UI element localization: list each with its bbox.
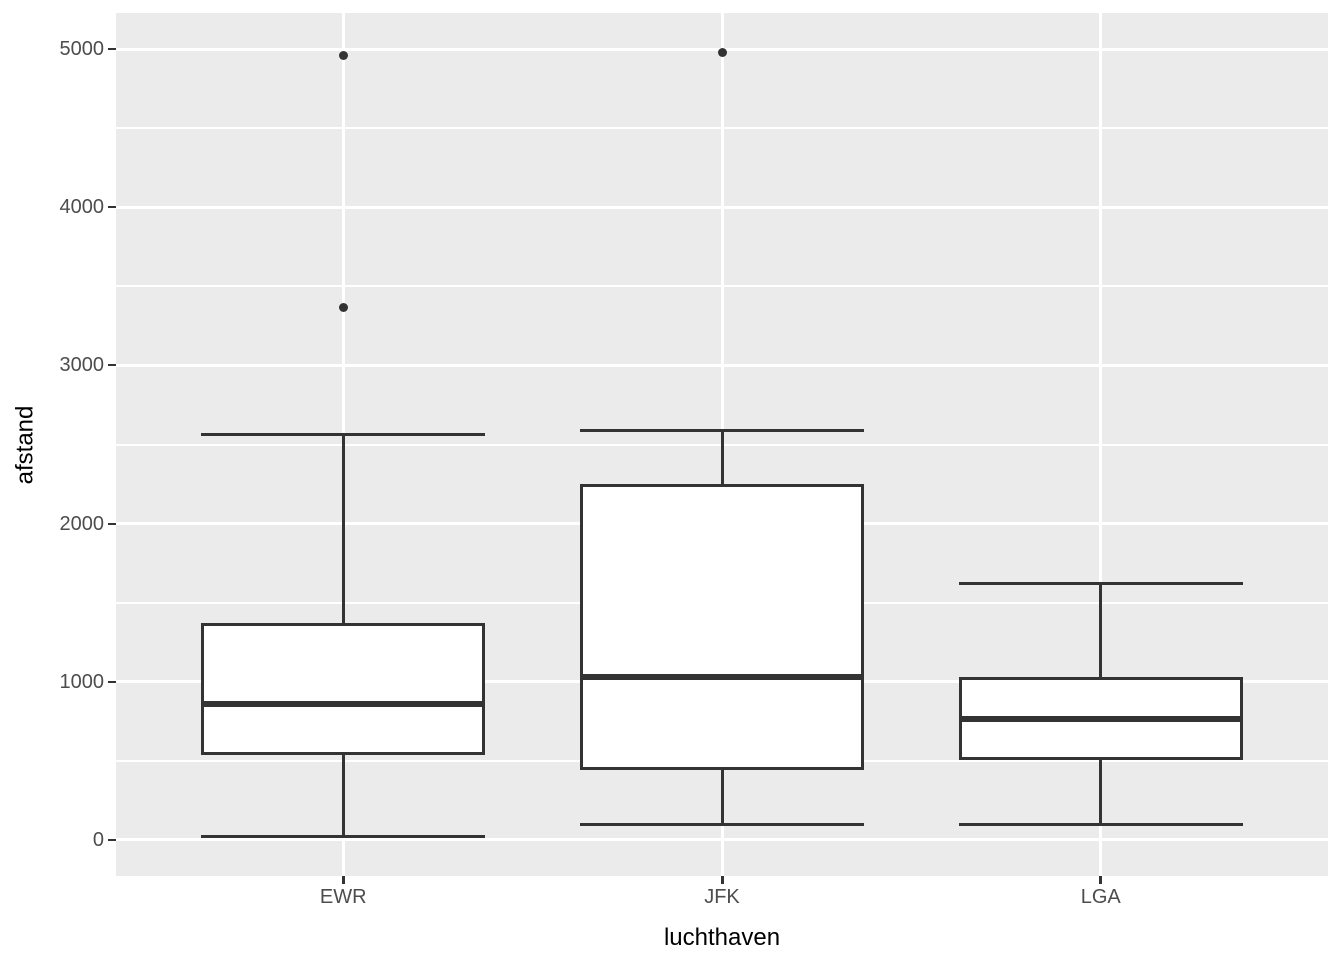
iqr-box-JFK (579, 484, 865, 771)
lower-whisker-line-JFK (720, 770, 724, 825)
lower-whisker-line-LGA (1099, 760, 1103, 825)
x-tick-mark-JFK (720, 876, 724, 884)
y-axis-title: afstand (6, 13, 44, 876)
outlier-point-JFK (717, 47, 727, 57)
y-tick-label-1000: 1000 (59, 670, 105, 693)
y-tick-mark (108, 680, 116, 683)
y-axis-title-text: afstand (11, 405, 39, 484)
y-tick-mark (108, 838, 116, 841)
plot-panel (116, 13, 1328, 876)
y-tick-label-3000: 3000 (59, 354, 105, 377)
x-tick-label-LGA: LGA (1080, 886, 1121, 908)
upper-whisker-line-JFK (720, 430, 724, 485)
median-line-JFK (579, 674, 865, 681)
x-axis-title: luchthaven (663, 924, 781, 951)
x-tick-label-EWR: EWR (319, 886, 367, 908)
vertical-gridline-LGA (1099, 13, 1103, 876)
y-axis-tick-labels: 0 1000 2000 3000 4000 5000 (0, 13, 105, 876)
x-tick-mark-EWR (341, 876, 345, 884)
y-tick-label-2000: 2000 (59, 512, 105, 535)
outlier-point-EWR (338, 50, 348, 60)
y-tick-mark (108, 522, 116, 525)
iqr-box-EWR (201, 622, 486, 756)
y-tick-mark (108, 364, 116, 367)
upper-whisker-line-EWR (341, 434, 345, 623)
x-tick-mark-LGA (1099, 876, 1103, 884)
upper-whisker-line-LGA (1099, 583, 1103, 677)
lower-whisker-cap-LGA (958, 822, 1243, 826)
median-line-LGA (958, 716, 1243, 723)
y-tick-label-4000: 4000 (59, 196, 105, 219)
x-tick-label-JFK: JFK (704, 886, 740, 908)
y-tick-label-5000: 5000 (59, 38, 105, 61)
y-tick-mark (108, 206, 116, 209)
median-line-EWR (201, 700, 486, 707)
y-tick-mark (108, 48, 116, 51)
y-tick-label-0: 0 (92, 828, 104, 851)
outlier-point-EWR (338, 302, 348, 312)
lower-whisker-cap-EWR (201, 835, 486, 839)
lower-whisker-cap-JFK (579, 823, 865, 827)
lower-whisker-line-EWR (341, 755, 345, 837)
